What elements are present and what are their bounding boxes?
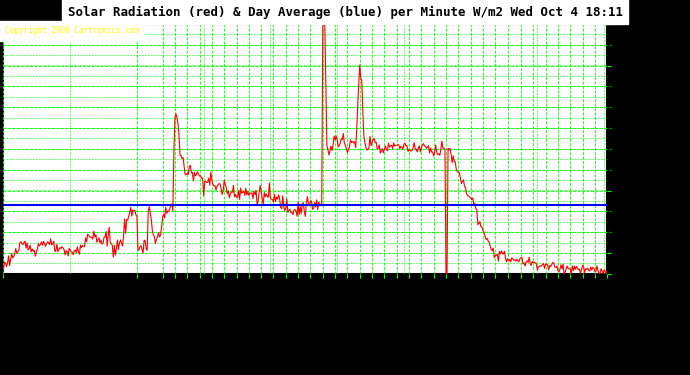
Text: Solar Radiation (red) & Day Average (blue) per Minute W/m2 Wed Oct 4 18:11: Solar Radiation (red) & Day Average (blu… xyxy=(68,6,622,19)
Text: Copyright 2006 Cartronics.com: Copyright 2006 Cartronics.com xyxy=(5,27,139,36)
